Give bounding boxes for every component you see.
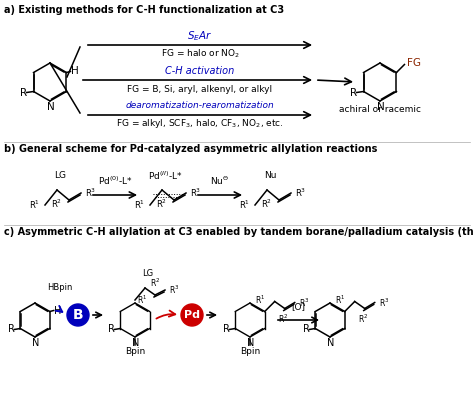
Circle shape [67, 304, 89, 326]
Text: LG: LG [54, 172, 66, 181]
Text: N: N [32, 338, 40, 348]
Text: Nu$^{Θ}$: Nu$^{Θ}$ [210, 175, 229, 187]
Text: b) General scheme for Pd-catalyzed asymmetric allylation reactions: b) General scheme for Pd-catalyzed asymm… [4, 144, 377, 154]
Text: R: R [108, 324, 115, 334]
Text: FG = alkyl, SCF$_3$, halo, CF$_3$, NO$_2$, etc.: FG = alkyl, SCF$_3$, halo, CF$_3$, NO$_2… [116, 117, 284, 131]
Text: R: R [350, 88, 357, 98]
Text: R: R [303, 324, 310, 334]
Text: R$^3$: R$^3$ [169, 284, 179, 296]
Text: R$^1$: R$^1$ [29, 199, 40, 211]
Text: R$^3$: R$^3$ [299, 296, 309, 309]
Text: R$^2$: R$^2$ [52, 198, 63, 210]
Text: R$^1$: R$^1$ [137, 294, 147, 306]
Text: a) Existing methods for C-H functionalization at C3: a) Existing methods for C-H functionaliz… [4, 5, 284, 15]
Text: N: N [247, 338, 255, 348]
Text: R$^2$: R$^2$ [278, 312, 288, 325]
Text: Bpin: Bpin [240, 347, 260, 357]
Text: [O]: [O] [292, 302, 306, 312]
Text: R: R [223, 324, 230, 334]
Text: Nu: Nu [264, 172, 276, 181]
Text: Pd$^{(II)}$-L*: Pd$^{(II)}$-L* [148, 170, 182, 182]
Text: dearomatization-rearomatization: dearomatization-rearomatization [126, 101, 274, 111]
Text: R$^3$: R$^3$ [379, 296, 389, 309]
Text: Pd: Pd [184, 310, 200, 320]
Text: achiral or racemic: achiral or racemic [339, 105, 421, 115]
Text: R$^2$: R$^2$ [150, 277, 160, 289]
Text: R: R [8, 324, 15, 334]
Text: N: N [132, 338, 140, 348]
Text: N: N [377, 102, 385, 112]
Text: H: H [54, 306, 62, 316]
Text: c) Asymmetric C-H allylation at C3 enabled by tandem borane/palladium catalysis : c) Asymmetric C-H allylation at C3 enabl… [4, 227, 474, 237]
Text: R$^3$: R$^3$ [85, 187, 97, 199]
Text: LG: LG [143, 269, 154, 277]
Text: C-H activation: C-H activation [165, 66, 235, 76]
Text: FG = halo or NO$_2$: FG = halo or NO$_2$ [161, 48, 239, 60]
Text: R$^1$: R$^1$ [255, 293, 265, 306]
Text: HBpin: HBpin [47, 283, 73, 293]
Text: R$^1$: R$^1$ [135, 199, 146, 211]
Text: N: N [328, 338, 335, 348]
Text: R$^3$: R$^3$ [295, 187, 307, 199]
Text: R$^2$: R$^2$ [357, 312, 368, 325]
Text: FG = B, Si, aryl, alkenyl, or alkyl: FG = B, Si, aryl, alkenyl, or alkyl [128, 84, 273, 94]
Text: FG: FG [408, 57, 421, 68]
Text: R$^2$: R$^2$ [156, 198, 167, 210]
Text: R$^3$: R$^3$ [191, 187, 201, 199]
Text: H: H [71, 66, 78, 76]
Text: R$^1$: R$^1$ [239, 199, 251, 211]
Text: R$^2$: R$^2$ [262, 198, 273, 210]
Text: Pd$^{(0)}$-L*: Pd$^{(0)}$-L* [98, 175, 132, 187]
Text: R$^1$: R$^1$ [335, 293, 345, 306]
Text: Bpin: Bpin [125, 347, 145, 357]
Text: B: B [73, 308, 83, 322]
Circle shape [181, 304, 203, 326]
Text: N: N [47, 102, 55, 112]
Text: $S_EAr$: $S_EAr$ [187, 29, 213, 43]
Text: R: R [20, 88, 27, 98]
